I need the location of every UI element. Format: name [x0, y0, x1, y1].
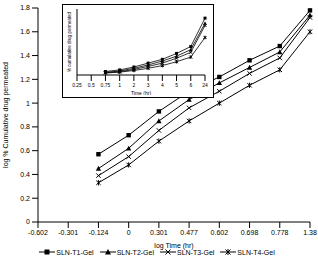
svg-text:0: 0 — [127, 229, 131, 236]
svg-text:0.301: 0.301 — [150, 229, 168, 236]
svg-text:-0.301: -0.301 — [58, 229, 78, 236]
svg-text:0.6: 0.6 — [20, 147, 30, 154]
svg-text:1: 1 — [26, 100, 30, 107]
svg-text:0.8: 0.8 — [20, 123, 30, 130]
svg-text:0: 0 — [26, 218, 30, 225]
svg-text:3: 3 — [147, 82, 150, 88]
html-text:SLN-T3-Gel: SLN-T3-Gel — [177, 248, 215, 256]
svg-text:2: 2 — [132, 82, 135, 88]
svg-text:0.5: 0.5 — [88, 82, 95, 88]
svg-text:1.2: 1.2 — [20, 76, 30, 83]
svg-text:1.38: 1.38 — [303, 229, 310, 236]
svg-text:1.4: 1.4 — [20, 52, 30, 59]
svg-text:% cumulative drug permeated: % cumulative drug permeated — [67, 12, 72, 72]
svg-text:log % Cumulative drug permeate: log % Cumulative drug permeated — [8, 62, 10, 168]
html-text:SLN-T2-Gel: SLN-T2-Gel — [116, 248, 154, 256]
svg-text:5: 5 — [175, 82, 178, 88]
svg-text:-0.602: -0.602 — [28, 229, 48, 236]
svg-text:0.778: 0.778 — [271, 229, 289, 236]
svg-text:0.2: 0.2 — [20, 195, 30, 202]
svg-text:-0.124: -0.124 — [89, 229, 109, 236]
html-text:SLN-T4-Gel: SLN-T4-Gel — [237, 248, 275, 256]
svg-text:0.477: 0.477 — [180, 229, 198, 236]
svg-text:1: 1 — [118, 82, 121, 88]
svg-text:24: 24 — [202, 82, 208, 88]
svg-text:1.8: 1.8 — [20, 4, 30, 11]
svg-text:Time (hr): Time (hr) — [131, 90, 151, 95]
svg-text:1.6: 1.6 — [20, 28, 30, 35]
svg-text:log Time (hr): log Time (hr) — [154, 242, 193, 250]
svg-text:0.25: 0.25 — [72, 82, 82, 88]
svg-text:6: 6 — [189, 82, 192, 88]
svg-text:4: 4 — [161, 82, 164, 88]
svg-text:0.602: 0.602 — [211, 229, 229, 236]
svg-text:0.698: 0.698 — [241, 229, 259, 236]
svg-text:0.4: 0.4 — [20, 171, 30, 178]
svg-text:0.75: 0.75 — [101, 82, 111, 88]
html-text:SLN-T1-Gel: SLN-T1-Gel — [56, 248, 94, 256]
